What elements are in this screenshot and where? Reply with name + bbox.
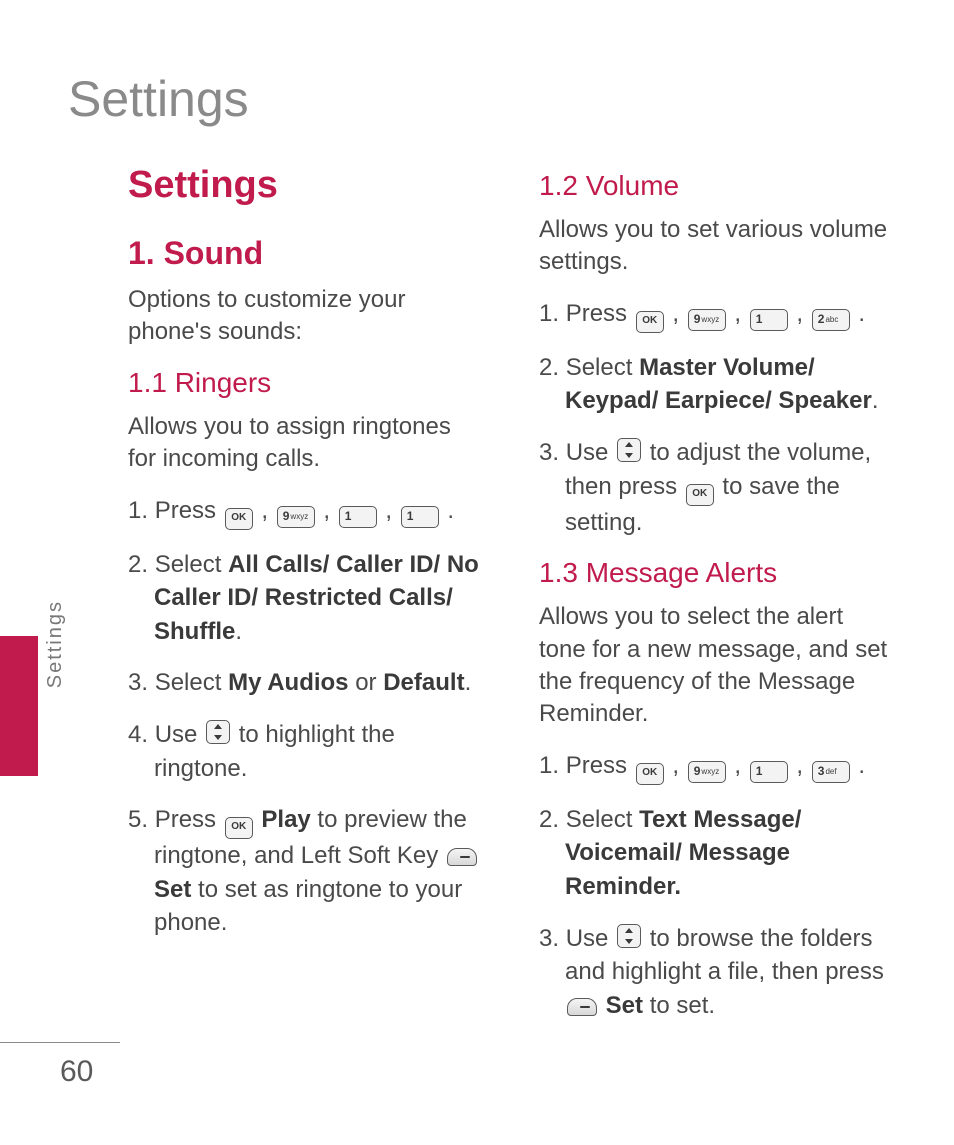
text: to set. [643,992,715,1019]
content-columns: Settings 1. Sound Options to customize y… [60,164,894,1040]
subsection-message-alerts: 1.3 Message Alerts [539,557,894,589]
bold-text: Default [383,669,464,696]
bold-text: Set [606,992,643,1019]
text: Press [566,300,634,327]
page-title: Settings [60,70,894,128]
footer-rule [0,1042,120,1043]
key-1-icon: 1 [401,506,439,528]
text: . [872,387,879,414]
bold-text: Play [261,806,310,833]
msg-step-3: Use to browse the folders and highlight … [539,922,894,1023]
ringers-step-1: Press OK , 9wxyz , 1 , 1 . [128,494,483,530]
text: Press [566,752,634,779]
text: . [235,618,242,645]
key-9-icon: 9wxyz [688,761,726,783]
updown-key-icon [617,438,641,462]
ringers-step-5: Press OK Play to preview the ringtone, a… [128,803,483,940]
subsection-volume: 1.2 Volume [539,170,894,202]
ok-key-icon: OK [636,311,664,333]
bold-text: My Audios [228,669,348,696]
volume-step-3: Use to adjust the volume, then press OK … [539,436,894,539]
updown-key-icon [206,720,230,744]
text: Press [155,806,223,833]
ringers-step-3: Select My Audios or Default. [128,666,483,700]
left-softkey-icon [567,998,597,1016]
text: Use [566,439,615,466]
msg-step-2: Select Text Message/ Voicemail/ Message … [539,803,894,904]
ok-key-icon: OK [636,763,664,785]
text: . [465,669,472,696]
key-1-icon: 1 [339,506,377,528]
side-tab [0,636,38,776]
key-9-icon: 9wxyz [688,309,726,331]
updown-key-icon [617,924,641,948]
msg-step-1: Press OK , 9wxyz , 1 , 3def . [539,749,894,785]
volume-steps: Press OK , 9wxyz , 1 , 2abc . Select Mas… [539,297,894,539]
section-title-sound: 1. Sound [128,235,483,272]
subsection-ringers: 1.1 Ringers [128,367,483,399]
message-alerts-desc: Allows you to select the alert tone for … [539,601,894,731]
manual-page: Settings Settings 60 Settings 1. Sound O… [0,0,954,1145]
ringers-step-4: Use to highlight the ringtone. [128,718,483,785]
key-9-icon: 9wxyz [277,506,315,528]
right-column: 1.2 Volume Allows you to set various vol… [539,164,894,1040]
text: or [349,669,384,696]
ok-key-icon: OK [225,508,253,530]
text: Select [155,551,228,578]
ringers-step-2: Select All Calls/ Caller ID/ No Caller I… [128,548,483,649]
left-column: Settings 1. Sound Options to customize y… [128,164,483,1040]
sound-intro: Options to customize your phone's sounds… [128,284,483,349]
ok-key-icon: OK [686,484,714,506]
page-number: 60 [60,1055,93,1089]
ok-key-icon: OK [225,817,253,839]
key-1-icon: 1 [750,761,788,783]
text: to set as ringtone to your phone. [154,876,462,937]
ringers-desc: Allows you to assign ringtones for incom… [128,411,483,476]
side-label: Settings [44,600,67,688]
key-1-icon: 1 [750,309,788,331]
volume-desc: Allows you to set various volume setting… [539,214,894,279]
message-alerts-steps: Press OK , 9wxyz , 1 , 3def . Select Tex… [539,749,894,1023]
text: Select [566,354,639,381]
bold-text: Set [154,876,191,903]
volume-step-1: Press OK , 9wxyz , 1 , 2abc . [539,297,894,333]
text: Use [155,721,204,748]
text: Press [155,497,223,524]
ringers-steps: Press OK , 9wxyz , 1 , 1 . Select All Ca… [128,494,483,940]
text: Select [566,806,639,833]
key-3-icon: 3def [812,761,850,783]
text: Select [155,669,228,696]
section-heading-settings: Settings [128,164,483,207]
left-softkey-icon [447,848,477,866]
volume-step-2: Select Master Volume/ Keypad/ Earpiece/ … [539,351,894,418]
text: Use [566,925,615,952]
key-2-icon: 2abc [812,309,850,331]
